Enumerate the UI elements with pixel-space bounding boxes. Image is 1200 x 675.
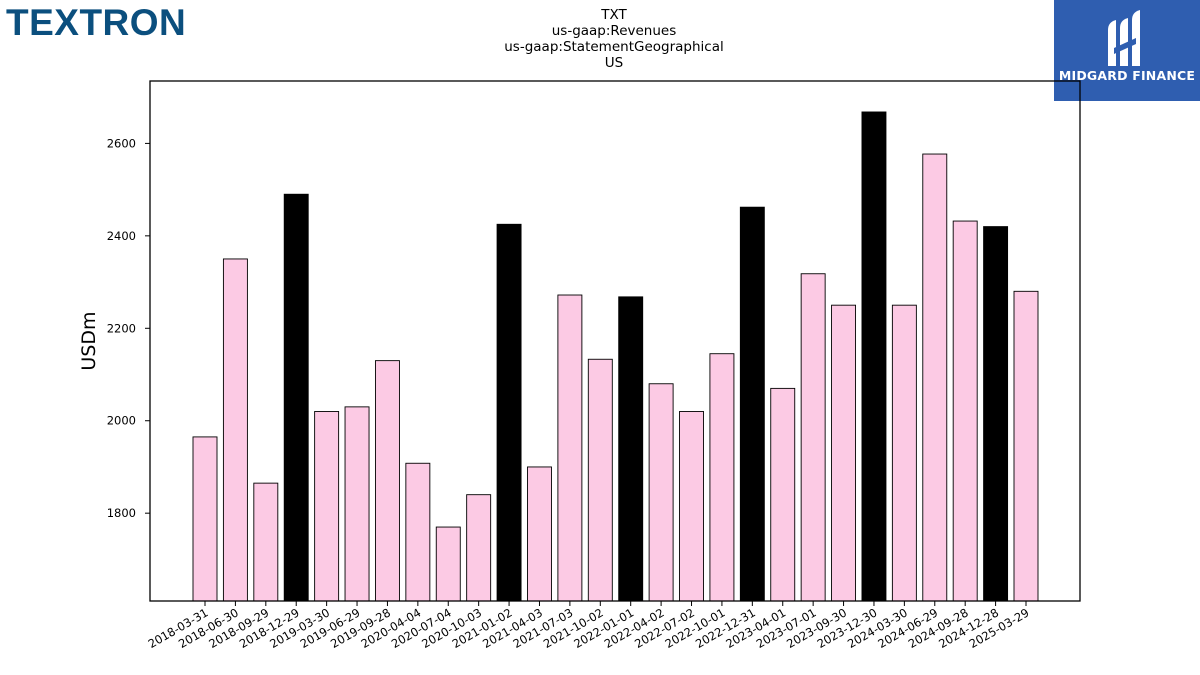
chart-title: TXT us-gaap:Revenues us-gaap:StatementGe… (414, 7, 814, 71)
y-tick-label: 1800 (107, 506, 136, 520)
bar-2018-03-31 (192, 436, 218, 602)
bar-2021-04-03 (527, 466, 552, 602)
textron-logo: TEXTRON (6, 2, 186, 44)
bar-2021-07-03 (557, 294, 583, 602)
bar-2019-06-29 (344, 406, 370, 602)
bar-2018-12-29 (283, 193, 309, 602)
bar-2023-04-01 (770, 387, 796, 602)
bar-2021-10-02 (587, 358, 613, 602)
y-tick-label: 2000 (107, 414, 136, 428)
bar-2020-07-04 (435, 526, 461, 602)
y-tick-label: 2600 (107, 136, 136, 150)
bar-2020-04-04 (405, 462, 431, 602)
bar-2022-12-31 (739, 206, 765, 602)
bar-2018-09-29 (253, 482, 279, 602)
midgard-emblem-icon (1108, 10, 1140, 66)
bar-2022-01-01 (618, 296, 644, 602)
textron-logo-text: TEXTRON (6, 2, 187, 43)
bar-2023-07-01 (800, 273, 826, 602)
bars-group (192, 111, 1039, 602)
x-axis: 2018-03-312018-06-302018-09-292018-12-29… (146, 601, 1032, 651)
chart-title-line-3: us-gaap:StatementGeographical (504, 39, 724, 55)
bar-2022-10-01 (709, 353, 735, 602)
bar-2018-06-30 (222, 258, 248, 602)
partner-name: MIDGARD FINANCE (1058, 68, 1196, 83)
bar-2025-03-29 (1013, 290, 1039, 602)
y-tick-label: 2200 (107, 321, 136, 335)
bar-2023-09-30 (831, 304, 857, 602)
bar-2019-03-30 (314, 411, 340, 602)
bar-2024-06-29 (922, 153, 948, 602)
bar-2024-12-28 (983, 226, 1009, 602)
midgard-finance-logo: MIDGARD FINANCE (1054, 0, 1200, 101)
bar-2024-03-30 (891, 304, 917, 602)
chart-title-line-4: US (604, 55, 624, 71)
y-axis: 1800 2000 2200 2400 2600 (107, 136, 150, 520)
bar-2019-09-28 (374, 360, 400, 602)
chart-title-line-1: TXT (601, 7, 627, 23)
bar-2024-09-28 (952, 220, 978, 602)
bar-2021-01-02 (496, 223, 522, 602)
bar-2022-04-02 (648, 383, 674, 602)
plot-frame (149, 80, 1081, 602)
y-axis-label: USDm (78, 311, 100, 370)
bar-2022-07-02 (679, 411, 704, 602)
y-tick-label: 2400 (107, 229, 136, 243)
bar-2020-10-03 (466, 494, 492, 602)
bar-2023-12-30 (861, 111, 887, 602)
chart-title-line-2: us-gaap:Revenues (551, 23, 677, 39)
